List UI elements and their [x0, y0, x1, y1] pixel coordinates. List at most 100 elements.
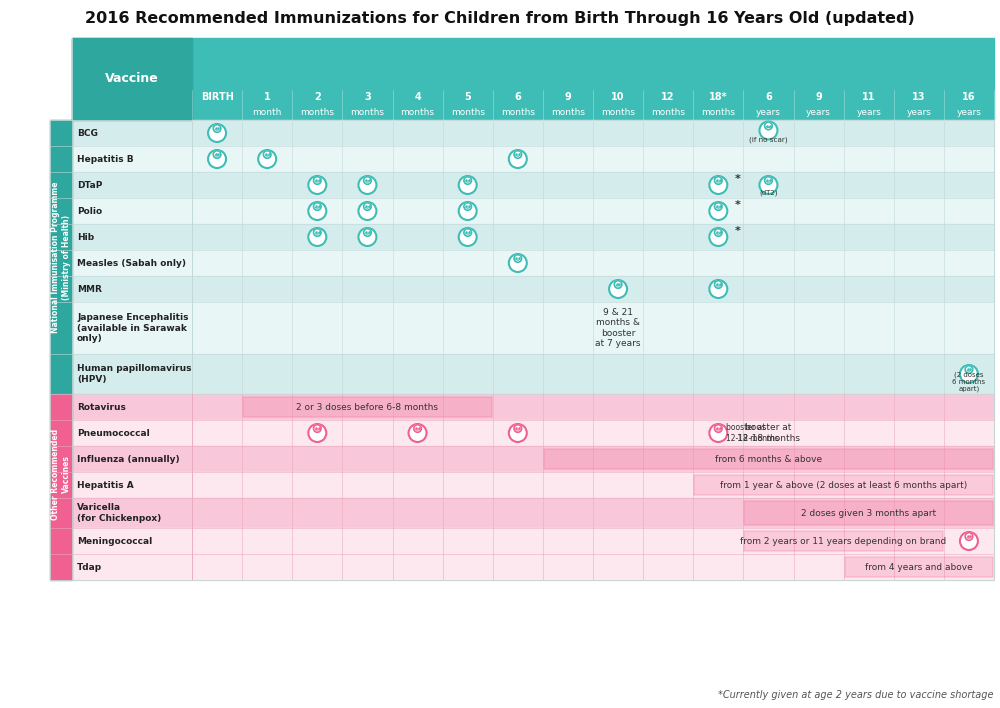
Text: Hepatitis A: Hepatitis A: [77, 481, 134, 489]
Circle shape: [314, 229, 321, 236]
Text: Tdap: Tdap: [77, 562, 102, 571]
Circle shape: [614, 280, 622, 288]
Circle shape: [960, 532, 978, 550]
Bar: [50, 302, 994, 354]
Circle shape: [715, 280, 722, 288]
Text: Hepatitis B: Hepatitis B: [77, 154, 134, 164]
Text: 6: 6: [514, 93, 521, 103]
Circle shape: [709, 176, 727, 194]
Text: *: *: [734, 226, 740, 236]
Bar: [50, 354, 994, 394]
Bar: [50, 498, 994, 528]
Text: 9: 9: [565, 93, 571, 103]
Bar: [50, 394, 72, 554]
Bar: [50, 120, 994, 146]
Circle shape: [208, 124, 226, 142]
Text: years: years: [806, 108, 831, 117]
Circle shape: [509, 150, 527, 168]
Bar: [744, 501, 993, 525]
Bar: [50, 446, 994, 472]
Circle shape: [715, 229, 722, 236]
Text: 2 or 3 doses before 6-8 months: 2 or 3 doses before 6-8 months: [296, 403, 438, 411]
Circle shape: [314, 202, 321, 210]
Circle shape: [364, 202, 371, 210]
Text: Pneumococcal: Pneumococcal: [77, 428, 150, 438]
Circle shape: [213, 151, 221, 159]
Circle shape: [509, 254, 527, 272]
Text: (if no scar): (if no scar): [749, 137, 788, 143]
Circle shape: [709, 228, 727, 246]
Text: from 4 years and above: from 4 years and above: [865, 562, 973, 571]
Circle shape: [409, 424, 427, 442]
Circle shape: [514, 151, 522, 159]
Circle shape: [263, 151, 271, 159]
Circle shape: [314, 177, 321, 184]
Bar: [50, 276, 994, 302]
Text: Measles (Sabah only): Measles (Sabah only): [77, 258, 186, 268]
Text: months: months: [551, 108, 585, 117]
Bar: [50, 224, 994, 250]
Text: BIRTH: BIRTH: [201, 93, 234, 103]
Text: 10: 10: [611, 93, 625, 103]
Circle shape: [364, 177, 371, 184]
Bar: [744, 531, 943, 551]
Text: *Currently given at age 2 years due to vaccine shortage: *Currently given at age 2 years due to v…: [718, 690, 994, 700]
Bar: [72, 38, 994, 120]
Circle shape: [258, 150, 276, 168]
Text: booster at
12-18 months: booster at 12-18 months: [737, 423, 800, 442]
Bar: [50, 172, 994, 198]
Circle shape: [709, 202, 727, 220]
Text: Human papillomavirus
(HPV): Human papillomavirus (HPV): [77, 365, 192, 384]
Text: Meningococcal: Meningococcal: [77, 537, 152, 545]
Text: 2 doses given 3 months apart: 2 doses given 3 months apart: [801, 508, 936, 518]
Bar: [50, 554, 72, 580]
Text: months: months: [451, 108, 485, 117]
Circle shape: [358, 202, 376, 220]
Text: Influenza (annually): Influenza (annually): [77, 455, 180, 464]
Circle shape: [464, 177, 471, 184]
Text: 1: 1: [264, 93, 271, 103]
Text: (dT2): (dT2): [759, 190, 778, 196]
Circle shape: [358, 176, 376, 194]
Text: Rotavirus: Rotavirus: [77, 403, 126, 411]
Text: Hib: Hib: [77, 232, 94, 241]
Text: National Immunisation Programme
(Ministry of Health): National Immunisation Programme (Ministr…: [51, 181, 71, 333]
Text: 9: 9: [815, 93, 822, 103]
Circle shape: [715, 202, 722, 210]
Bar: [544, 449, 993, 469]
Text: DTaP: DTaP: [77, 181, 102, 190]
Text: 4: 4: [414, 93, 421, 103]
Circle shape: [960, 365, 978, 383]
Circle shape: [509, 424, 527, 442]
Text: 2: 2: [314, 93, 321, 103]
Text: 9 & 21
months &
booster
at 7 years: 9 & 21 months & booster at 7 years: [595, 308, 641, 348]
Text: Vaccine: Vaccine: [105, 72, 159, 86]
Circle shape: [314, 425, 321, 433]
Bar: [50, 120, 72, 394]
Circle shape: [514, 425, 522, 433]
Text: from 1 year & above (2 doses at least 6 months apart): from 1 year & above (2 doses at least 6 …: [720, 481, 967, 489]
Text: Other Recommended
Vaccines: Other Recommended Vaccines: [51, 428, 71, 520]
Text: 11: 11: [862, 93, 875, 103]
Text: months: months: [601, 108, 635, 117]
Text: months: months: [501, 108, 535, 117]
Circle shape: [759, 121, 777, 139]
Circle shape: [308, 228, 326, 246]
Circle shape: [213, 125, 221, 132]
Bar: [50, 420, 994, 446]
Text: months: months: [300, 108, 334, 117]
Text: MMR: MMR: [77, 285, 102, 294]
Text: 12: 12: [661, 93, 675, 103]
Bar: [72, 38, 192, 120]
Text: 16: 16: [962, 93, 976, 103]
Text: Polio: Polio: [77, 207, 102, 215]
Circle shape: [464, 229, 471, 236]
Text: (2 doses
6 months
apart): (2 doses 6 months apart): [952, 371, 986, 392]
Text: months: months: [401, 108, 435, 117]
Circle shape: [459, 202, 477, 220]
Bar: [243, 397, 492, 417]
Text: 3: 3: [364, 93, 371, 103]
Text: Varicella
(for Chickenpox): Varicella (for Chickenpox): [77, 503, 161, 523]
Bar: [50, 394, 994, 420]
Circle shape: [208, 150, 226, 168]
